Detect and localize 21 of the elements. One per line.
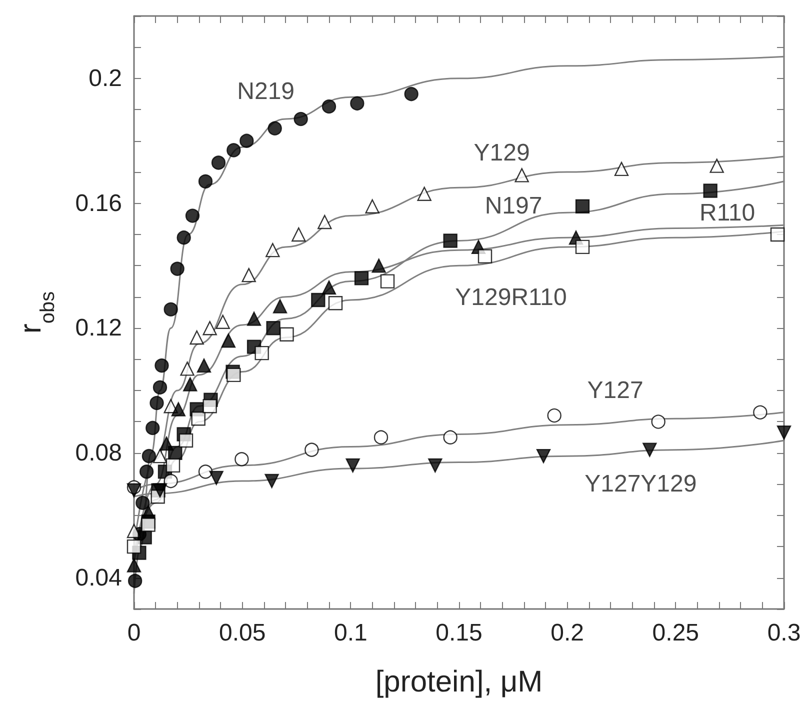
x-tick-label: 0.1 xyxy=(334,620,368,646)
y-tick-label: 0.2 xyxy=(88,64,122,92)
series-label: R110 xyxy=(700,199,756,226)
y-tick-label: 0.08 xyxy=(75,439,122,466)
x-axis-title: [protein], μM xyxy=(375,666,543,698)
x-tick-label: 0.25 xyxy=(652,620,700,646)
y-axis-title: robs xyxy=(14,291,59,334)
series-label: Y127Y129 xyxy=(584,470,697,498)
series-label: Y129 xyxy=(474,140,530,167)
series-label: Y129R110 xyxy=(455,284,567,311)
series-label: N197 xyxy=(484,192,542,220)
y-tick-label: 0.16 xyxy=(75,190,122,217)
y-tick-label: 0.12 xyxy=(75,314,122,342)
y-tick-label: 0.04 xyxy=(75,564,122,592)
x-tick-label: 0.3 xyxy=(767,620,801,646)
x-tick-label: 0 xyxy=(127,620,141,646)
series-label: N219 xyxy=(237,78,295,105)
series-label: Y127 xyxy=(587,376,644,404)
x-tick-label: 0.05 xyxy=(218,620,266,646)
x-tick-label: 0.2 xyxy=(550,620,584,646)
x-tick-label: 0.15 xyxy=(436,620,482,646)
